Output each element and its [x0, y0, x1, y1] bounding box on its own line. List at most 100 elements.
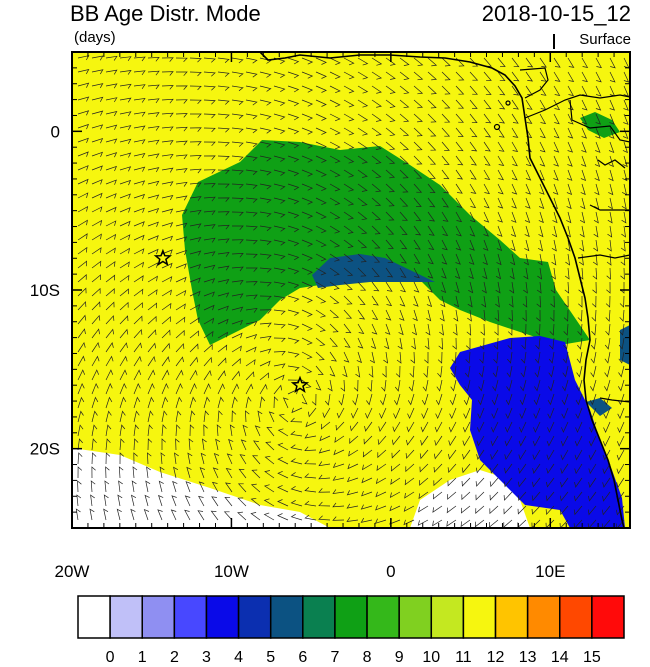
wind-barb: [237, 511, 247, 521]
x-tick-label: 10E: [535, 562, 565, 581]
wind-barb: [406, 435, 415, 446]
wind-barb: [371, 267, 380, 277]
wind-barb: [405, 463, 415, 473]
wind-barb: [560, 477, 569, 488]
wind-barb: [231, 155, 244, 161]
wind-barb: [273, 323, 286, 329]
wind-barb: [432, 505, 443, 513]
wind-barb: [304, 433, 317, 439]
wind-barb: [189, 85, 202, 91]
wind-barb: [455, 183, 463, 194]
wind-barb: [371, 141, 382, 150]
wind-barb: [567, 71, 575, 82]
wind-barb: [590, 337, 597, 350]
wind-barb: [315, 295, 327, 304]
wind-barb: [264, 455, 275, 465]
wind-barb: [161, 410, 168, 423]
wind-barb: [550, 295, 555, 308]
wind-barb: [175, 85, 188, 90]
wind-barb: [419, 463, 429, 473]
wind-barb: [618, 365, 625, 378]
wind-barb: [366, 393, 373, 406]
wind-barb: [392, 421, 401, 433]
wind-barb: [427, 71, 438, 81]
wind-barb: [91, 151, 104, 158]
wind-barb: [411, 323, 418, 336]
wind-barb: [436, 379, 443, 392]
wind-barb: [91, 410, 98, 423]
wind-barb: [574, 463, 583, 475]
wind-barb: [246, 267, 258, 272]
wind-barb: [439, 309, 445, 322]
wind-barb: [397, 337, 403, 350]
wind-barb: [224, 497, 233, 507]
age-field-blue-region: [450, 336, 625, 528]
wind-barb: [508, 295, 514, 308]
wind-barb: [343, 183, 355, 192]
colorbar-label: 6: [298, 649, 307, 666]
wind-barb: [119, 288, 129, 297]
wind-barb: [189, 330, 199, 339]
wind-barb: [343, 267, 354, 277]
wind-barb: [609, 99, 616, 111]
wind-barb: [594, 183, 600, 196]
wind-barb: [161, 153, 174, 159]
colorbar-swatch: [526, 595, 561, 639]
wind-barb: [461, 505, 471, 514]
wind-barb: [91, 69, 104, 75]
wind-barb: [231, 332, 243, 339]
wind-barb: [133, 424, 139, 437]
wind-barb: [548, 365, 555, 378]
wind-barb: [536, 309, 541, 322]
wind-barb: [273, 141, 286, 148]
wind-barb: [91, 247, 102, 255]
wind-barb: [371, 57, 383, 66]
wind-barb: [504, 435, 513, 447]
wind-barb: [427, 253, 434, 265]
wind-barb: [432, 519, 443, 527]
wind-barb: [413, 295, 419, 307]
wind-barb: [240, 439, 247, 451]
wind-barb: [254, 425, 261, 437]
wind-barb: [371, 309, 379, 320]
wind-barb: [602, 449, 611, 461]
wind-barb: [133, 97, 146, 103]
wind-barb: [147, 235, 159, 241]
wind-barb: [399, 295, 406, 307]
wind-barb: [609, 127, 615, 139]
wind-barb: [357, 267, 367, 277]
wind-barb: [161, 316, 171, 325]
wind-barb: [503, 491, 513, 501]
wind-barb: [273, 127, 286, 134]
wind-barb: [105, 438, 111, 451]
wind-barb: [455, 155, 464, 166]
wind-barb: [580, 197, 586, 210]
wind-barb: [602, 463, 611, 475]
wind-barb: [211, 496, 219, 507]
wind-barb: [511, 113, 519, 124]
wind-barb: [510, 253, 516, 266]
wind-barb: [119, 138, 132, 144]
wind-barb: [536, 281, 542, 294]
wind-barb: [161, 438, 166, 450]
wind-barb: [350, 407, 359, 419]
wind-barb: [203, 264, 216, 270]
wind-barb: [318, 515, 331, 521]
wind-barb: [461, 477, 471, 487]
wind-barb: [407, 393, 415, 406]
wind-barb: [533, 407, 541, 420]
wind-barb: [290, 500, 303, 507]
wind-barb: [503, 477, 513, 488]
wind-barb: [133, 111, 146, 117]
wind-barb: [539, 85, 547, 96]
wind-barb: [467, 309, 472, 322]
wind-barb: [304, 473, 317, 479]
wind-barb: [506, 365, 513, 378]
wind-barb: [385, 295, 393, 307]
wind-barb: [147, 180, 160, 186]
valid-time-label: 2018-10-15_12: [481, 1, 631, 26]
wind-barb: [361, 477, 373, 484]
wind-barb: [175, 383, 183, 395]
wind-barb: [315, 253, 327, 262]
